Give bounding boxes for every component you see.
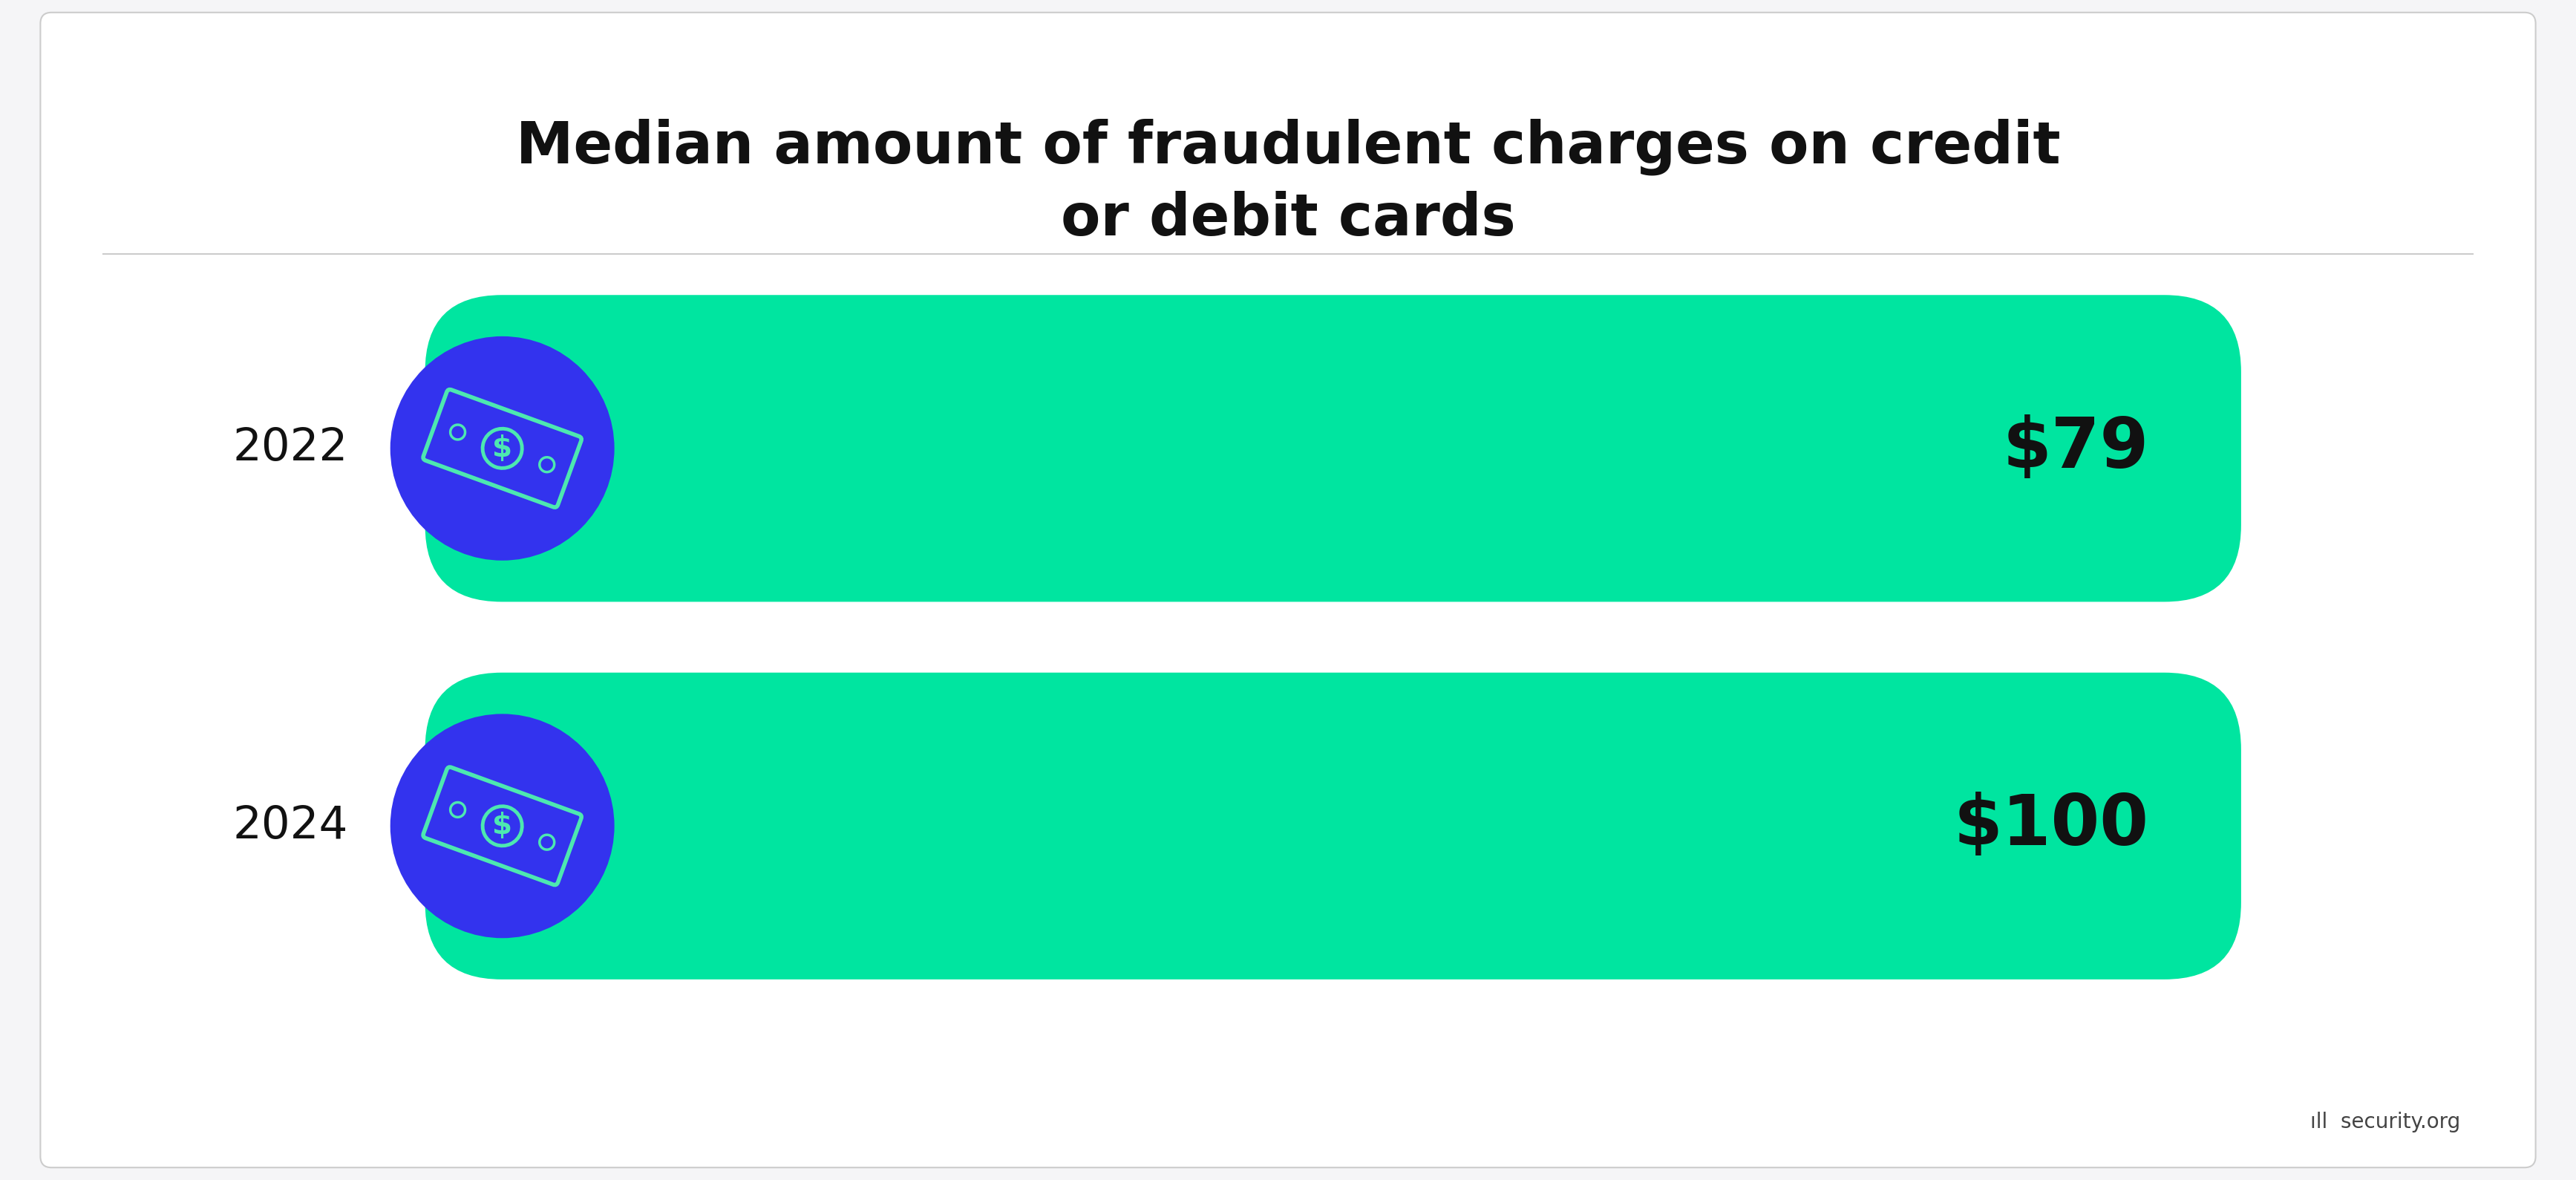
- Text: $: $: [492, 812, 513, 840]
- Circle shape: [389, 714, 616, 938]
- FancyBboxPatch shape: [425, 673, 2241, 979]
- Text: $79: $79: [2002, 414, 2148, 483]
- FancyBboxPatch shape: [41, 13, 2535, 1167]
- Text: 2022: 2022: [232, 426, 348, 471]
- FancyBboxPatch shape: [425, 295, 2241, 602]
- Text: $100: $100: [1953, 792, 2148, 860]
- Text: ıll  security.org: ıll security.org: [2311, 1112, 2460, 1133]
- Circle shape: [389, 336, 616, 560]
- Text: $: $: [492, 434, 513, 463]
- Text: 2024: 2024: [232, 804, 348, 848]
- Text: Median amount of fraudulent charges on credit
or debit cards: Median amount of fraudulent charges on c…: [515, 118, 2061, 248]
